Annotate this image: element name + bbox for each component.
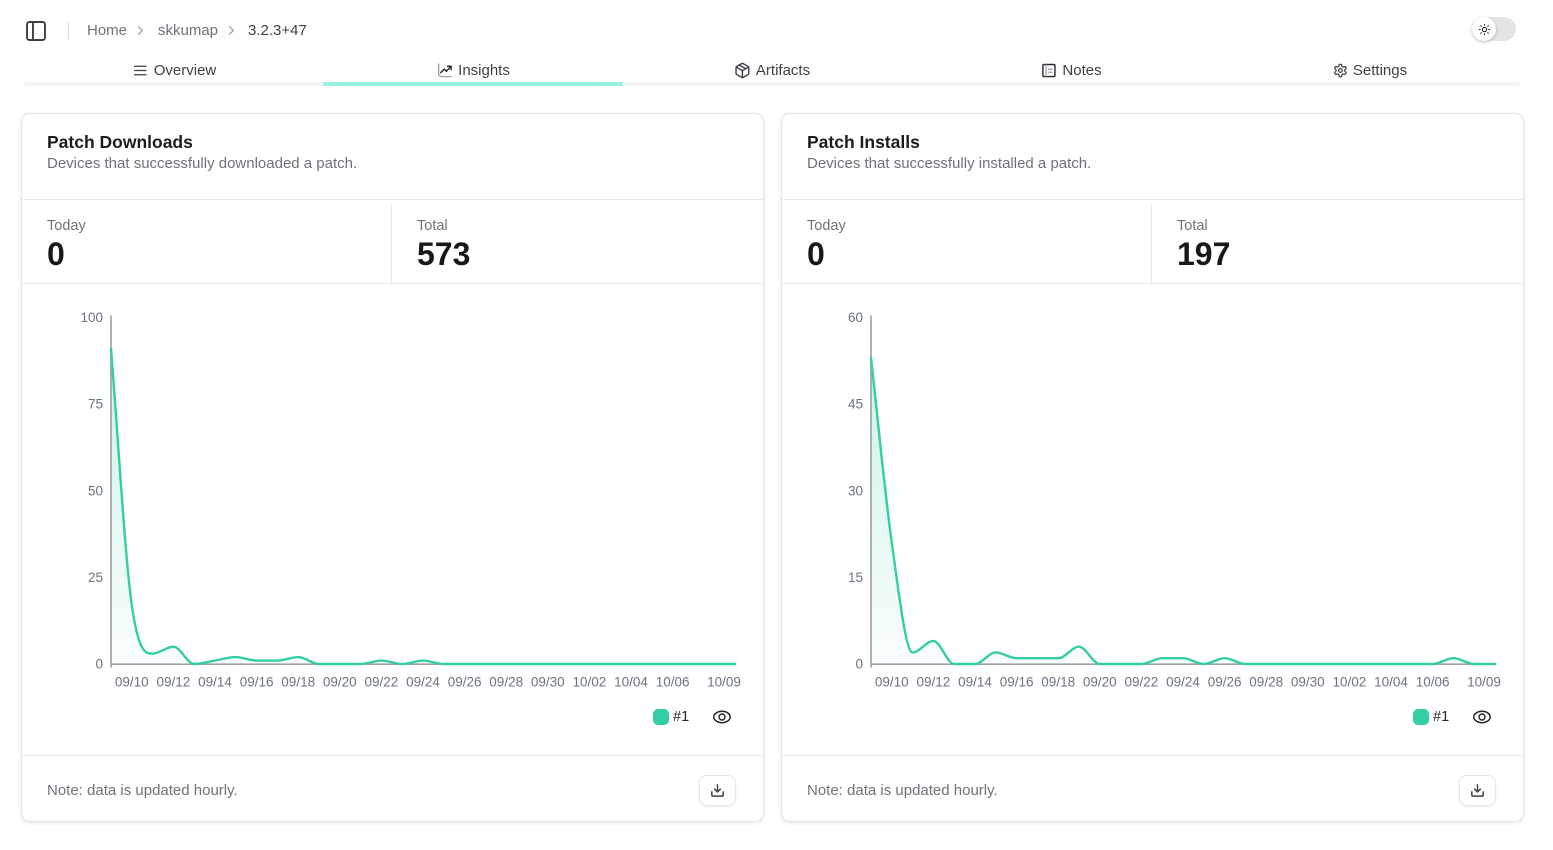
svg-text:09/18: 09/18 [1041,675,1075,690]
svg-text:09/12: 09/12 [157,675,191,690]
svg-text:09/28: 09/28 [1249,675,1283,690]
svg-text:75: 75 [88,397,103,412]
svg-text:60: 60 [848,310,863,325]
svg-text:09/18: 09/18 [281,675,315,690]
svg-text:0: 0 [95,657,103,672]
svg-text:50: 50 [88,483,103,498]
svg-text:10/06: 10/06 [1416,675,1450,690]
svg-text:09/20: 09/20 [1083,675,1117,690]
svg-text:10/04: 10/04 [1374,675,1408,690]
svg-text:09/22: 09/22 [1125,675,1159,690]
svg-text:09/16: 09/16 [1000,675,1034,690]
svg-text:09/30: 09/30 [531,675,565,690]
svg-text:15: 15 [848,570,863,585]
svg-text:10/09: 10/09 [1467,675,1501,690]
svg-text:09/28: 09/28 [489,675,523,690]
svg-text:09/24: 09/24 [406,675,440,690]
svg-text:09/14: 09/14 [198,675,232,690]
svg-text:10/04: 10/04 [614,675,648,690]
svg-text:10/09: 10/09 [707,675,741,690]
svg-text:09/16: 09/16 [240,675,274,690]
svg-text:0: 0 [855,657,863,672]
svg-text:09/10: 09/10 [875,675,909,690]
svg-text:09/12: 09/12 [917,675,951,690]
svg-text:25: 25 [88,570,103,585]
svg-text:09/26: 09/26 [448,675,482,690]
svg-text:09/20: 09/20 [323,675,357,690]
svg-text:09/26: 09/26 [1208,675,1242,690]
svg-text:10/02: 10/02 [573,675,607,690]
svg-text:09/22: 09/22 [365,675,399,690]
svg-text:30: 30 [848,483,863,498]
svg-text:45: 45 [848,397,863,412]
svg-text:10/06: 10/06 [656,675,690,690]
svg-text:09/24: 09/24 [1166,675,1200,690]
svg-text:09/30: 09/30 [1291,675,1325,690]
svg-text:10/02: 10/02 [1333,675,1367,690]
svg-text:09/14: 09/14 [958,675,992,690]
svg-text:100: 100 [80,310,103,325]
svg-text:09/10: 09/10 [115,675,149,690]
